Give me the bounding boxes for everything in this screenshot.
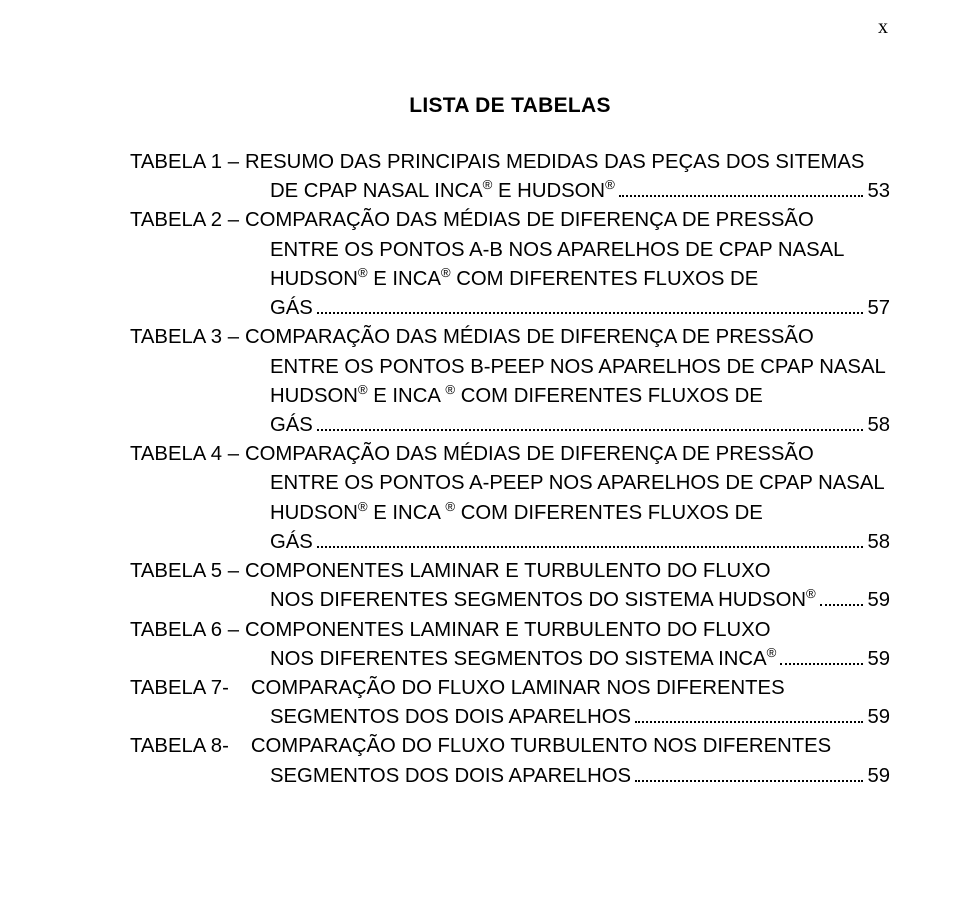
toc-entry-line: GÁS 57 bbox=[130, 294, 890, 323]
toc-entry-label: TABELA 8- bbox=[130, 732, 235, 761]
toc-entry-line: HUDSON® E INCA® COM DIFERENTES FLUXOS DE bbox=[130, 265, 890, 294]
toc-entry-line: SEGMENTOS DOS DOIS APARELHOS 59 bbox=[130, 703, 890, 732]
toc-entry: TABELA 4 – COMPARAÇÃO DAS MÉDIAS DE DIFE… bbox=[130, 440, 890, 469]
toc-entry: TABELA 7- COMPARAÇÃO DO FLUXO LAMINAR NO… bbox=[130, 674, 890, 703]
toc-entry-label: TABELA 5 – bbox=[130, 557, 245, 586]
toc-entry-page: 59 bbox=[867, 762, 890, 791]
dot-leader bbox=[619, 195, 864, 197]
page-title: LISTA DE TABELAS bbox=[130, 94, 890, 118]
toc-entry-line: ENTRE OS PONTOS A-B NOS APARELHOS DE CPA… bbox=[130, 236, 890, 265]
dot-leader bbox=[317, 312, 864, 314]
toc-entry-label: TABELA 7- bbox=[130, 674, 235, 703]
toc-entry: TABELA 1 – RESUMO DAS PRINCIPAIS MEDIDAS… bbox=[130, 148, 890, 177]
toc-entry: TABELA 2 – COMPARAÇÃO DAS MÉDIAS DE DIFE… bbox=[130, 206, 890, 235]
toc-entry: TABELA 8- COMPARAÇÃO DO FLUXO TURBULENTO… bbox=[130, 732, 890, 761]
toc-entry: TABELA 5 – COMPONENTES LAMINAR E TURBULE… bbox=[130, 557, 890, 586]
toc-entry: TABELA 3 – COMPARAÇÃO DAS MÉDIAS DE DIFE… bbox=[130, 323, 890, 352]
toc-entry-line: ENTRE OS PONTOS B-PEEP NOS APARELHOS DE … bbox=[130, 353, 890, 382]
toc-entry: TABELA 6 – COMPONENTES LAMINAR E TURBULE… bbox=[130, 616, 890, 645]
dot-leader bbox=[635, 721, 863, 723]
toc-entry-line: SEGMENTOS DOS DOIS APARELHOS 59 bbox=[130, 762, 890, 791]
toc-entry-label: TABELA 6 – bbox=[130, 616, 245, 645]
toc-entry-line: HUDSON® E INCA ® COM DIFERENTES FLUXOS D… bbox=[130, 382, 890, 411]
dot-leader bbox=[317, 429, 864, 431]
toc-entry-page: 59 bbox=[867, 703, 890, 732]
toc-entry-line: GÁS 58 bbox=[130, 528, 890, 557]
toc-entry-text: RESUMO DAS PRINCIPAIS MEDIDAS DAS PEÇAS … bbox=[245, 148, 890, 177]
toc-entry-page: 59 bbox=[867, 645, 890, 674]
toc-entry-label: TABELA 1 – bbox=[130, 148, 245, 177]
toc-entry-page: 57 bbox=[867, 294, 890, 323]
dot-leader bbox=[317, 546, 864, 548]
dot-leader bbox=[820, 604, 864, 606]
page-content: LISTA DE TABELAS TABELA 1 – RESUMO DAS P… bbox=[0, 0, 960, 791]
toc-entry-label: TABELA 4 – bbox=[130, 440, 245, 469]
toc-entry-line: ENTRE OS PONTOS A-PEEP NOS APARELHOS DE … bbox=[130, 469, 890, 498]
toc-entry-label: TABELA 3 – bbox=[130, 323, 245, 352]
toc-entry-line: GÁS 58 bbox=[130, 411, 890, 440]
toc-entry-line: NOS DIFERENTES SEGMENTOS DO SISTEMA HUDS… bbox=[130, 586, 890, 615]
toc-entry-page: 58 bbox=[867, 411, 890, 440]
toc-entry-line: HUDSON® E INCA ® COM DIFERENTES FLUXOS D… bbox=[130, 499, 890, 528]
toc-entry-page: 59 bbox=[867, 586, 890, 615]
dot-leader bbox=[635, 780, 863, 782]
toc-list: TABELA 1 – RESUMO DAS PRINCIPAIS MEDIDAS… bbox=[130, 148, 890, 791]
toc-entry-line: NOS DIFERENTES SEGMENTOS DO SISTEMA INCA… bbox=[130, 645, 890, 674]
toc-entry-page: 53 bbox=[867, 177, 890, 206]
dot-leader bbox=[780, 663, 863, 665]
page-marker: x bbox=[878, 16, 888, 39]
toc-entry-label: TABELA 2 – bbox=[130, 206, 245, 235]
toc-entry-page: 58 bbox=[867, 528, 890, 557]
toc-entry-line: DE CPAP NASAL INCA® E HUDSON® 53 bbox=[130, 177, 890, 206]
